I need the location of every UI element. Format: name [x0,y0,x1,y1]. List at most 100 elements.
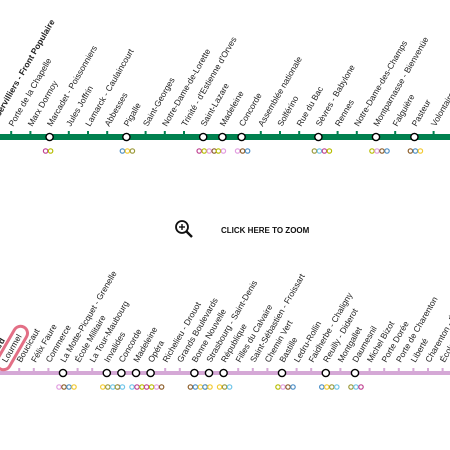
interchange [277,368,287,378]
station-tick [178,368,181,371]
station-tick [164,368,167,371]
connection-icon [369,148,375,154]
station-tick [251,368,254,371]
interchange [131,368,141,378]
connection-icon [239,148,246,154]
interchange [204,368,214,378]
connection-icon [328,384,335,390]
zoom-icon-handle [185,230,193,238]
connection-icon [333,384,340,390]
station-tick [67,131,70,134]
connection-icon [417,148,424,154]
connection-icon [226,384,233,390]
station-tick [163,131,166,134]
connection-icon [316,148,323,154]
connection-icon [326,148,333,154]
station-tick [383,368,386,371]
connection-icon [158,384,165,390]
connection-icon [202,384,208,390]
station-tick [412,368,415,371]
zoom-icon [175,220,189,234]
station-tick [368,368,371,371]
station-tick [441,368,444,371]
connection-icon [119,148,126,154]
interchange [350,368,360,378]
connection-icon [353,384,359,390]
station-tick [47,368,50,371]
connection-icon [285,384,291,390]
connection-icon [221,384,228,390]
interchange [122,132,131,142]
station-tick [336,131,339,134]
station-label: Volontaires [429,87,450,128]
station-label: Aubervilliers - Front Populaire [0,17,57,128]
connection-icon [47,148,54,154]
interchange [321,368,331,378]
station-tick [310,368,313,371]
interchange [117,368,126,378]
connection-icon [192,384,199,390]
interchange [237,132,246,142]
connection-icon [275,384,281,390]
connection-icon [201,148,208,154]
connection-icon [42,148,49,154]
station-tick [339,368,342,371]
zoom-label: CLICK HERE TO ZOOM [221,226,310,235]
interchange [190,368,199,378]
connection-icon [358,384,364,390]
station-tick [355,131,358,134]
connection-icon [206,148,213,154]
station-tick [106,131,109,134]
station-tick [295,368,298,371]
connection-icon [119,384,126,390]
station-tick [18,368,21,371]
connection-icon [290,384,296,390]
connection-icon [215,148,222,154]
station-tick [237,368,240,371]
station-tick [144,131,147,134]
connection-icon [148,384,155,390]
station-tick [91,368,94,371]
connection-icon [134,384,140,390]
connection-icon [129,148,136,154]
station-tick [394,131,397,134]
connection-icon [124,148,131,154]
connection-icon [105,384,111,390]
connection-icon [311,148,318,154]
station-label: Pigalle [121,101,143,128]
station-tick [32,368,35,371]
interchange [58,368,68,378]
connection-icon [100,384,106,390]
connection-icon [321,148,328,154]
station-tick [427,368,429,371]
interchange [146,368,155,378]
connection-icon [234,148,241,154]
connection-icon [61,384,67,390]
connection-icon [280,384,286,390]
interchange [198,132,208,142]
interchange [219,368,228,378]
connection-icon [384,148,390,154]
connection-icon [196,148,203,154]
connection-icon [348,384,354,390]
interchange [314,132,323,142]
highlight [0,324,29,372]
connection-icon [56,384,62,390]
connection-icon [318,384,325,390]
station-tick [183,131,185,134]
interchange [371,132,381,142]
connection-icon [216,384,223,390]
connection-icon [379,148,385,154]
station-tick [76,368,79,371]
connection-icon [244,148,251,154]
zoom-button[interactable]: CLICK HERE TO ZOOM [175,220,310,238]
station-tick [29,131,32,134]
station-tick [259,131,262,134]
connection-icon [187,384,194,390]
station-tick [87,131,89,134]
connection-icon [197,384,204,390]
connection-icon [143,384,150,390]
connection-icon [374,148,380,154]
